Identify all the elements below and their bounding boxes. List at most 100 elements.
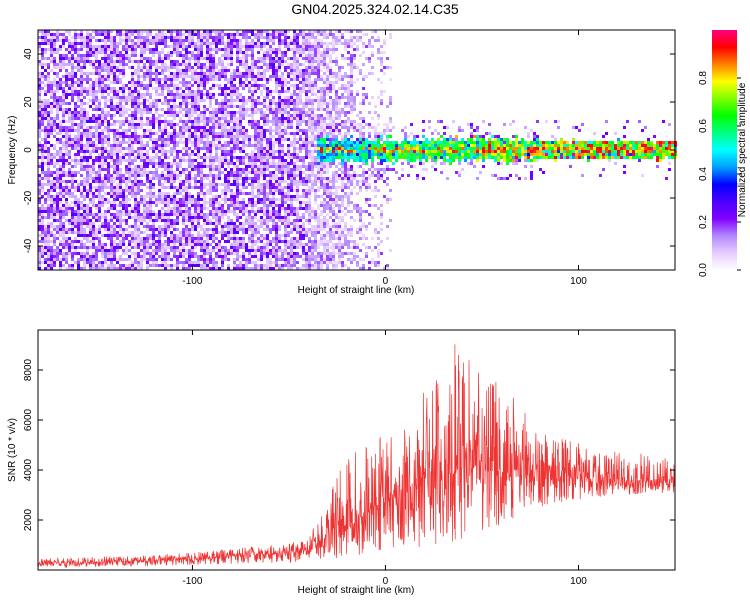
heatmap-cell bbox=[176, 111, 179, 114]
heatmap-cell bbox=[59, 150, 62, 153]
heatmap-cell bbox=[59, 231, 62, 234]
heatmap-cell bbox=[176, 216, 179, 219]
heatmap-cell bbox=[269, 138, 272, 141]
heatmap-cell bbox=[200, 69, 203, 72]
heatmap-cell bbox=[50, 132, 53, 135]
heatmap-cell bbox=[155, 117, 158, 120]
heatmap-cell bbox=[89, 201, 92, 204]
heatmap-cell bbox=[101, 198, 104, 201]
heatmap-cell bbox=[182, 168, 185, 171]
heatmap-cell bbox=[110, 129, 113, 132]
heatmap-cell bbox=[257, 51, 260, 54]
heatmap-cell bbox=[47, 75, 50, 78]
heatmap-cell bbox=[254, 141, 257, 144]
heatmap-cell bbox=[254, 90, 257, 93]
heatmap-cell bbox=[80, 252, 83, 255]
heatmap-cell bbox=[107, 150, 110, 153]
heatmap-cell bbox=[209, 69, 212, 72]
heatmap-cell bbox=[53, 255, 56, 258]
heatmap-cell bbox=[62, 165, 65, 168]
heatmap-cell bbox=[218, 57, 221, 60]
heatmap-cell bbox=[284, 39, 287, 42]
heatmap-cell bbox=[47, 264, 50, 267]
heatmap-cell bbox=[104, 138, 107, 141]
heatmap-cell bbox=[269, 228, 272, 231]
heatmap-cell bbox=[254, 156, 257, 159]
heatmap-cell bbox=[248, 30, 251, 33]
heatmap-cell bbox=[44, 138, 47, 141]
heatmap-cell bbox=[245, 243, 248, 246]
heatmap-cell bbox=[47, 153, 50, 156]
heatmap-cell bbox=[41, 54, 44, 57]
heatmap-cell bbox=[83, 144, 86, 147]
heatmap-cell bbox=[236, 39, 239, 42]
heatmap-cell bbox=[155, 156, 158, 159]
heatmap-cell bbox=[41, 204, 44, 207]
heatmap-cell bbox=[173, 213, 176, 216]
heatmap-cell bbox=[188, 264, 191, 267]
heatmap-cell bbox=[182, 102, 185, 105]
heatmap-cell bbox=[173, 162, 176, 165]
heatmap-cell bbox=[191, 201, 194, 204]
heatmap-cell bbox=[266, 261, 269, 264]
heatmap-cell bbox=[170, 249, 173, 252]
heatmap-cell bbox=[65, 75, 68, 78]
heatmap-cell bbox=[53, 105, 56, 108]
heatmap-cell bbox=[227, 177, 230, 180]
heatmap-cell bbox=[233, 126, 236, 129]
heatmap-cell bbox=[143, 240, 146, 243]
heatmap-cell bbox=[89, 222, 92, 225]
heatmap-cell bbox=[221, 225, 224, 228]
heatmap-cell bbox=[197, 186, 200, 189]
heatmap-cell bbox=[194, 60, 197, 63]
heatmap-cell bbox=[137, 75, 140, 78]
heatmap-cell bbox=[125, 198, 128, 201]
heatmap-cell bbox=[53, 126, 56, 129]
heatmap-cell bbox=[62, 225, 65, 228]
heatmap-cell bbox=[206, 36, 209, 39]
heatmap-cell bbox=[134, 252, 137, 255]
heatmap-cell bbox=[188, 90, 191, 93]
heatmap-cell bbox=[173, 99, 176, 102]
heatmap-cell bbox=[155, 177, 158, 180]
heatmap-cell bbox=[41, 129, 44, 132]
heatmap-cell bbox=[263, 120, 266, 123]
heatmap-cell bbox=[284, 231, 287, 234]
heatmap-cell bbox=[200, 225, 203, 228]
heatmap-cell bbox=[107, 132, 110, 135]
heatmap-cell bbox=[104, 45, 107, 48]
heatmap-cell bbox=[71, 177, 74, 180]
heatmap-cell bbox=[158, 189, 161, 192]
heatmap-cell bbox=[236, 243, 239, 246]
heatmap-cell bbox=[140, 168, 143, 171]
heatmap-cell bbox=[254, 267, 257, 270]
heatmap-cell bbox=[107, 180, 110, 183]
heatmap-cell bbox=[92, 147, 95, 150]
heatmap-cell bbox=[233, 120, 236, 123]
heatmap-cell bbox=[203, 234, 206, 237]
heatmap-cell bbox=[125, 204, 128, 207]
heatmap-cell bbox=[119, 156, 122, 159]
heatmap-cell bbox=[95, 78, 98, 81]
heatmap-cell bbox=[281, 240, 284, 243]
heatmap-cell bbox=[209, 168, 212, 171]
heatmap-cell bbox=[251, 78, 254, 81]
heatmap-cell bbox=[74, 90, 77, 93]
heatmap-cell bbox=[185, 150, 188, 153]
heatmap-cell bbox=[257, 180, 260, 183]
heatmap-cell bbox=[116, 111, 119, 114]
heatmap-cell bbox=[83, 111, 86, 114]
heatmap-cell bbox=[50, 231, 53, 234]
heatmap-cell bbox=[80, 168, 83, 171]
heatmap-cell bbox=[71, 201, 74, 204]
heatmap-cell bbox=[188, 198, 191, 201]
heatmap-cell bbox=[251, 123, 254, 126]
heatmap-cell bbox=[200, 99, 203, 102]
heatmap-cell bbox=[173, 114, 176, 117]
heatmap-cell bbox=[89, 231, 92, 234]
heatmap-cell bbox=[215, 108, 218, 111]
heatmap-cell bbox=[173, 252, 176, 255]
heatmap-cell bbox=[251, 114, 254, 117]
heatmap-cell bbox=[143, 162, 146, 165]
heatmap-cell bbox=[38, 177, 41, 180]
